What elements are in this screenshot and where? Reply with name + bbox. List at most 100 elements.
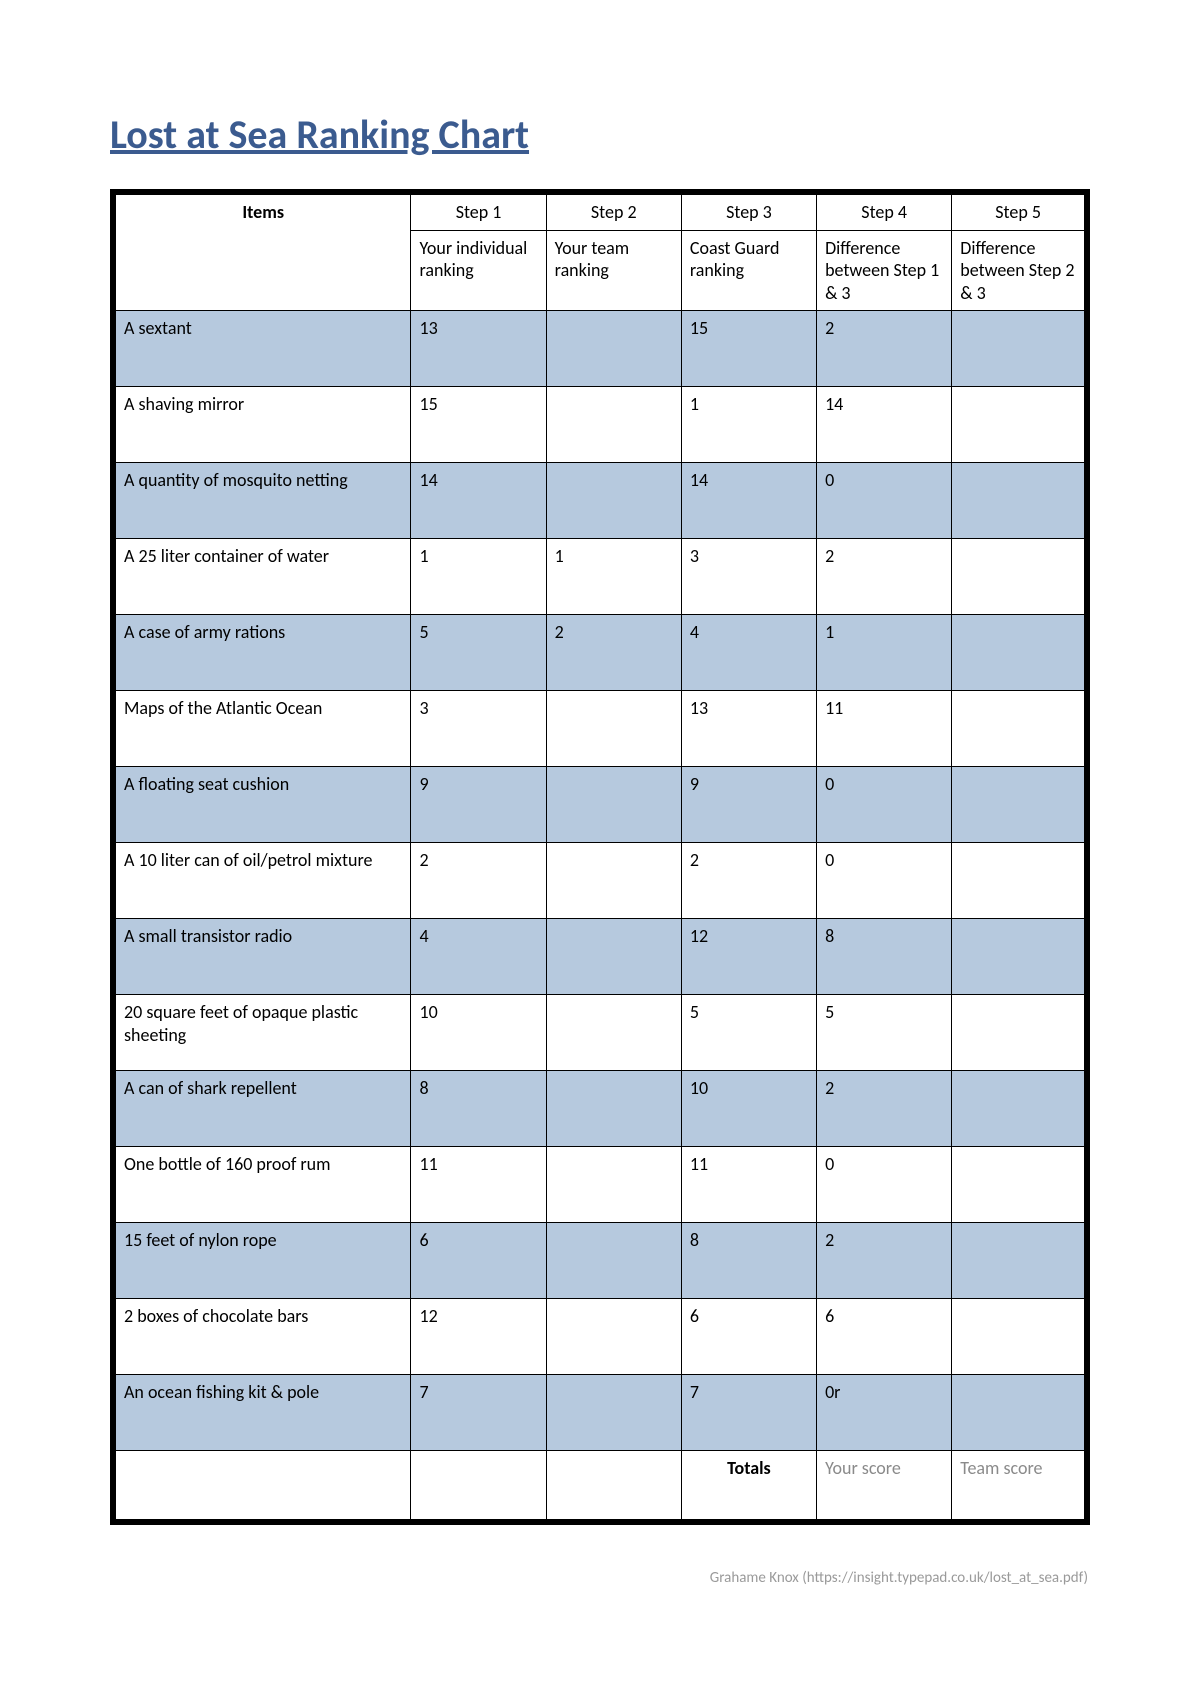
value-cell-step5 bbox=[952, 1071, 1087, 1147]
value-cell-step4: 8 bbox=[817, 919, 952, 995]
value-cell-step2 bbox=[546, 387, 681, 463]
item-cell: A floating seat cushion bbox=[113, 767, 411, 843]
col-header-step2: Step 2 bbox=[546, 192, 681, 230]
value-cell-step2: 2 bbox=[546, 615, 681, 691]
item-cell: A case of army rations bbox=[113, 615, 411, 691]
value-cell-step2 bbox=[546, 1071, 681, 1147]
item-cell: A 25 liter container of water bbox=[113, 539, 411, 615]
value-cell-step2 bbox=[546, 767, 681, 843]
value-cell-step5 bbox=[952, 1375, 1087, 1451]
header-row-steps: Items Step 1 Step 2 Step 3 Step 4 Step 5 bbox=[113, 192, 1087, 230]
value-cell-step1: 1 bbox=[411, 539, 546, 615]
table-row: One bottle of 160 proof rum11110 bbox=[113, 1147, 1087, 1223]
value-cell-step1: 2 bbox=[411, 843, 546, 919]
value-cell-step2 bbox=[546, 691, 681, 767]
item-cell: An ocean fishing kit & pole bbox=[113, 1375, 411, 1451]
table-row: 15 feet of nylon rope6 82 bbox=[113, 1223, 1087, 1299]
totals-blank-1 bbox=[411, 1451, 546, 1523]
value-cell-step5 bbox=[952, 539, 1087, 615]
value-cell-step3: 5 bbox=[681, 995, 816, 1071]
footer-credit: Grahame Knox (https://insight.typepad.co… bbox=[110, 1569, 1090, 1587]
value-cell-step2 bbox=[546, 995, 681, 1071]
item-cell: A quantity of mosquito netting bbox=[113, 463, 411, 539]
value-cell-step4: 1 bbox=[817, 615, 952, 691]
item-cell: Maps of the Atlantic Ocean bbox=[113, 691, 411, 767]
col-header-step3: Step 3 bbox=[681, 192, 816, 230]
value-cell-step4: 14 bbox=[817, 387, 952, 463]
col-desc-step3: Coast Guard ranking bbox=[681, 230, 816, 311]
value-cell-step4: 6 bbox=[817, 1299, 952, 1375]
value-cell-step5 bbox=[952, 311, 1087, 387]
value-cell-step1: 14 bbox=[411, 463, 546, 539]
item-cell: A small transistor radio bbox=[113, 919, 411, 995]
value-cell-step5 bbox=[952, 1147, 1087, 1223]
value-cell-step1: 6 bbox=[411, 1223, 546, 1299]
item-cell: 2 boxes of chocolate bars bbox=[113, 1299, 411, 1375]
value-cell-step5 bbox=[952, 691, 1087, 767]
value-cell-step3: 8 bbox=[681, 1223, 816, 1299]
page-title: Lost at Sea Ranking Chart bbox=[110, 110, 1090, 159]
item-cell: 20 square feet of opaque plastic sheetin… bbox=[113, 995, 411, 1071]
table-row: Maps of the Atlantic Ocean3 1311 bbox=[113, 691, 1087, 767]
value-cell-step3: 7 bbox=[681, 1375, 816, 1451]
col-desc-step1: Your individual ranking bbox=[411, 230, 546, 311]
value-cell-step5 bbox=[952, 463, 1087, 539]
item-cell: 15 feet of nylon rope bbox=[113, 1223, 411, 1299]
value-cell-step4: 0r bbox=[817, 1375, 952, 1451]
team-score-label: Team score bbox=[952, 1451, 1087, 1523]
value-cell-step3: 12 bbox=[681, 919, 816, 995]
totals-blank-item bbox=[113, 1451, 411, 1523]
table-row: 20 square feet of opaque plastic sheetin… bbox=[113, 995, 1087, 1071]
value-cell-step5 bbox=[952, 387, 1087, 463]
value-cell-step3: 6 bbox=[681, 1299, 816, 1375]
value-cell-step1: 9 bbox=[411, 767, 546, 843]
value-cell-step2 bbox=[546, 919, 681, 995]
table-row: A sextant13152 bbox=[113, 311, 1087, 387]
value-cell-step5 bbox=[952, 1223, 1087, 1299]
value-cell-step1: 7 bbox=[411, 1375, 546, 1451]
value-cell-step4: 2 bbox=[817, 539, 952, 615]
value-cell-step2 bbox=[546, 463, 681, 539]
totals-label: Totals bbox=[681, 1451, 816, 1523]
value-cell-step3: 3 bbox=[681, 539, 816, 615]
value-cell-step2 bbox=[546, 311, 681, 387]
value-cell-step1: 8 bbox=[411, 1071, 546, 1147]
table-row: A can of shark repellent8102 bbox=[113, 1071, 1087, 1147]
table-row: A 10 liter can of oil/petrol mixture220 bbox=[113, 843, 1087, 919]
table-row: 2 boxes of chocolate bars12 66 bbox=[113, 1299, 1087, 1375]
value-cell-step4: 2 bbox=[817, 1071, 952, 1147]
value-cell-step2 bbox=[546, 1299, 681, 1375]
value-cell-step1: 5 bbox=[411, 615, 546, 691]
item-cell: A can of shark repellent bbox=[113, 1071, 411, 1147]
value-cell-step4: 5 bbox=[817, 995, 952, 1071]
table-row: A small transistor radio4128 bbox=[113, 919, 1087, 995]
col-desc-step4: Difference between Step 1 & 3 bbox=[817, 230, 952, 311]
value-cell-step3: 13 bbox=[681, 691, 816, 767]
value-cell-step1: 12 bbox=[411, 1299, 546, 1375]
value-cell-step4: 0 bbox=[817, 1147, 952, 1223]
table-row: A shaving mirror15114 bbox=[113, 387, 1087, 463]
totals-blank-2 bbox=[546, 1451, 681, 1523]
value-cell-step4: 11 bbox=[817, 691, 952, 767]
item-cell: A 10 liter can of oil/petrol mixture bbox=[113, 843, 411, 919]
value-cell-step3: 1 bbox=[681, 387, 816, 463]
value-cell-step5 bbox=[952, 843, 1087, 919]
value-cell-step4: 2 bbox=[817, 1223, 952, 1299]
value-cell-step3: 9 bbox=[681, 767, 816, 843]
col-header-step5: Step 5 bbox=[952, 192, 1087, 230]
value-cell-step1: 11 bbox=[411, 1147, 546, 1223]
value-cell-step2 bbox=[546, 1223, 681, 1299]
item-cell: One bottle of 160 proof rum bbox=[113, 1147, 411, 1223]
value-cell-step1: 10 bbox=[411, 995, 546, 1071]
value-cell-step5 bbox=[952, 615, 1087, 691]
value-cell-step1: 15 bbox=[411, 387, 546, 463]
value-cell-step1: 3 bbox=[411, 691, 546, 767]
table-row: A case of army rations5241 bbox=[113, 615, 1087, 691]
your-score-label: Your score bbox=[817, 1451, 952, 1523]
col-header-step4: Step 4 bbox=[817, 192, 952, 230]
value-cell-step1: 13 bbox=[411, 311, 546, 387]
col-desc-step2: Your team ranking bbox=[546, 230, 681, 311]
col-desc-step5: Difference between Step 2 & 3 bbox=[952, 230, 1087, 311]
table-row: A 25 liter container of water1132 bbox=[113, 539, 1087, 615]
value-cell-step4: 0 bbox=[817, 767, 952, 843]
